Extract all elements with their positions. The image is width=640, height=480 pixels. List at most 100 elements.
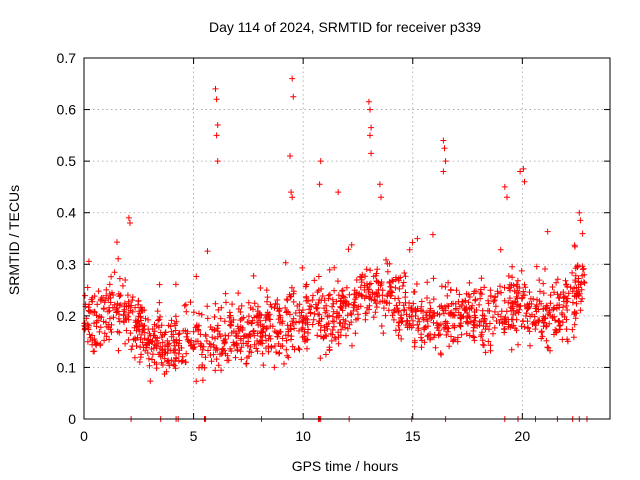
- data-point: [237, 335, 244, 342]
- data-point: [337, 298, 344, 305]
- data-point: [479, 312, 486, 319]
- data-point: [84, 284, 91, 291]
- data-point: [212, 347, 219, 354]
- data-point: [271, 304, 278, 311]
- data-point: [400, 307, 407, 314]
- x-tick-label: 5: [190, 428, 198, 444]
- data-point: [125, 336, 132, 343]
- data-point: [170, 361, 177, 368]
- data-point: [132, 337, 139, 344]
- peak-point: [520, 165, 527, 172]
- data-point: [220, 337, 227, 344]
- data-point: [87, 334, 94, 341]
- data-point: [498, 289, 505, 296]
- data-point: [542, 315, 549, 321]
- data-point: [471, 337, 478, 344]
- data-point: [276, 350, 282, 357]
- data-point: [157, 343, 164, 350]
- data-point: [335, 292, 342, 299]
- data-point: [570, 334, 577, 341]
- data-point: [285, 326, 292, 333]
- data-point: [318, 297, 325, 304]
- x-tick-label: 10: [295, 428, 311, 444]
- data-point: [505, 273, 512, 279]
- data-point: [442, 283, 449, 290]
- data-point: [215, 306, 222, 313]
- data-point: [257, 338, 263, 345]
- data-point: [279, 343, 286, 349]
- data-point: [408, 313, 415, 320]
- data-point: [190, 328, 197, 335]
- data-point: [199, 362, 206, 368]
- peak-point: [367, 106, 373, 113]
- data-point: [363, 266, 370, 273]
- data-point: [473, 307, 480, 313]
- data-point: [508, 346, 515, 353]
- data-point: [578, 298, 584, 305]
- data-point: [286, 311, 293, 318]
- data-point: [510, 311, 517, 318]
- data-point: [450, 338, 456, 345]
- data-point: [572, 272, 579, 279]
- data-point: [136, 359, 143, 365]
- x-tick-label: 20: [515, 428, 531, 444]
- y-tick-label: 0.3: [57, 256, 77, 272]
- data-point: [367, 267, 374, 274]
- data-point: [108, 329, 115, 336]
- data-point: [492, 303, 499, 310]
- data-point: [557, 322, 564, 329]
- data-point: [468, 305, 474, 312]
- data-point: [386, 288, 393, 295]
- data-point: [209, 334, 216, 341]
- data-point: [572, 279, 579, 286]
- y-axis-label: SRMTID / TECUs: [6, 185, 22, 295]
- data-point: [157, 349, 163, 356]
- data-point: [247, 343, 254, 350]
- data-point: [329, 303, 336, 310]
- data-point: [282, 332, 289, 339]
- data-point: [540, 290, 547, 297]
- data-point: [357, 303, 364, 310]
- data-point: [150, 345, 157, 352]
- data-point: [114, 239, 120, 246]
- data-point: [86, 331, 93, 338]
- data-point: [506, 281, 513, 288]
- peak-point: [376, 181, 383, 188]
- data-point: [139, 307, 146, 314]
- data-point: [93, 312, 100, 319]
- data-point: [238, 344, 245, 351]
- data-point: [389, 312, 396, 319]
- data-point: [295, 345, 302, 352]
- data-point: [113, 306, 120, 313]
- data-point: [308, 303, 315, 310]
- data-point: [105, 308, 111, 315]
- data-point: [466, 279, 473, 286]
- data-point: [480, 323, 487, 330]
- data-point: [386, 260, 393, 267]
- data-point: [442, 320, 449, 327]
- data-point: [411, 337, 418, 344]
- data-point: [353, 277, 360, 283]
- data-point: [145, 336, 152, 343]
- data-point: [466, 314, 473, 321]
- peak-point: [289, 75, 296, 82]
- data-point: [508, 300, 515, 307]
- data-point: [296, 307, 303, 314]
- data-point: [257, 317, 264, 324]
- peak-point: [440, 137, 447, 144]
- data-point: [214, 322, 221, 329]
- data-point: [328, 337, 335, 344]
- data-point: [430, 334, 437, 341]
- data-point: [304, 345, 310, 352]
- data-point: [402, 294, 409, 301]
- data-point: [334, 310, 341, 317]
- data-point: [164, 337, 171, 344]
- data-point: [257, 285, 264, 291]
- data-point: [236, 328, 243, 335]
- data-point: [509, 274, 516, 281]
- data-point: [569, 326, 576, 333]
- data-point: [415, 327, 422, 334]
- y-tick-label: 0.1: [57, 359, 77, 375]
- peak-point: [125, 214, 132, 221]
